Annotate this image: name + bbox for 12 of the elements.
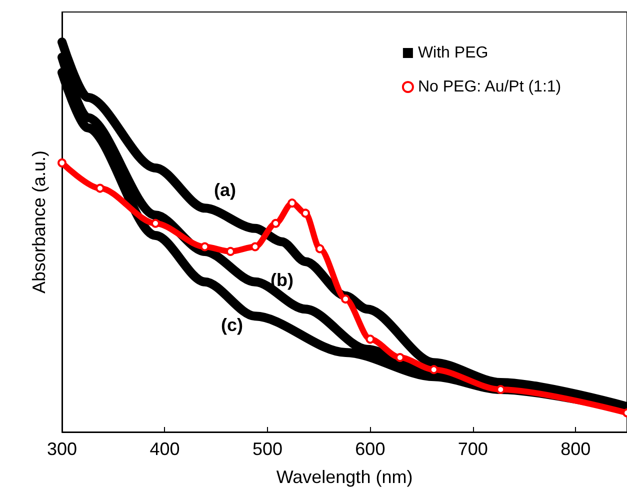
- x-tick-label: 600: [355, 439, 386, 459]
- x-tick-label: 800: [560, 439, 591, 459]
- annotation: (c): [221, 315, 244, 335]
- x-tick-label: 400: [150, 439, 180, 459]
- annotation: (a): [214, 180, 236, 200]
- x-tick-label: 700: [458, 439, 488, 459]
- legend-label: With PEG: [418, 44, 488, 62]
- legend-label: No PEG: Au/Pt (1:1): [418, 78, 562, 96]
- y-axis-title: Absorbance (a.u.): [29, 150, 49, 294]
- x-tick-label: 500: [252, 439, 282, 459]
- x-axis-title: Wavelength (nm): [276, 467, 413, 487]
- x-tick-label: 300: [46, 439, 78, 459]
